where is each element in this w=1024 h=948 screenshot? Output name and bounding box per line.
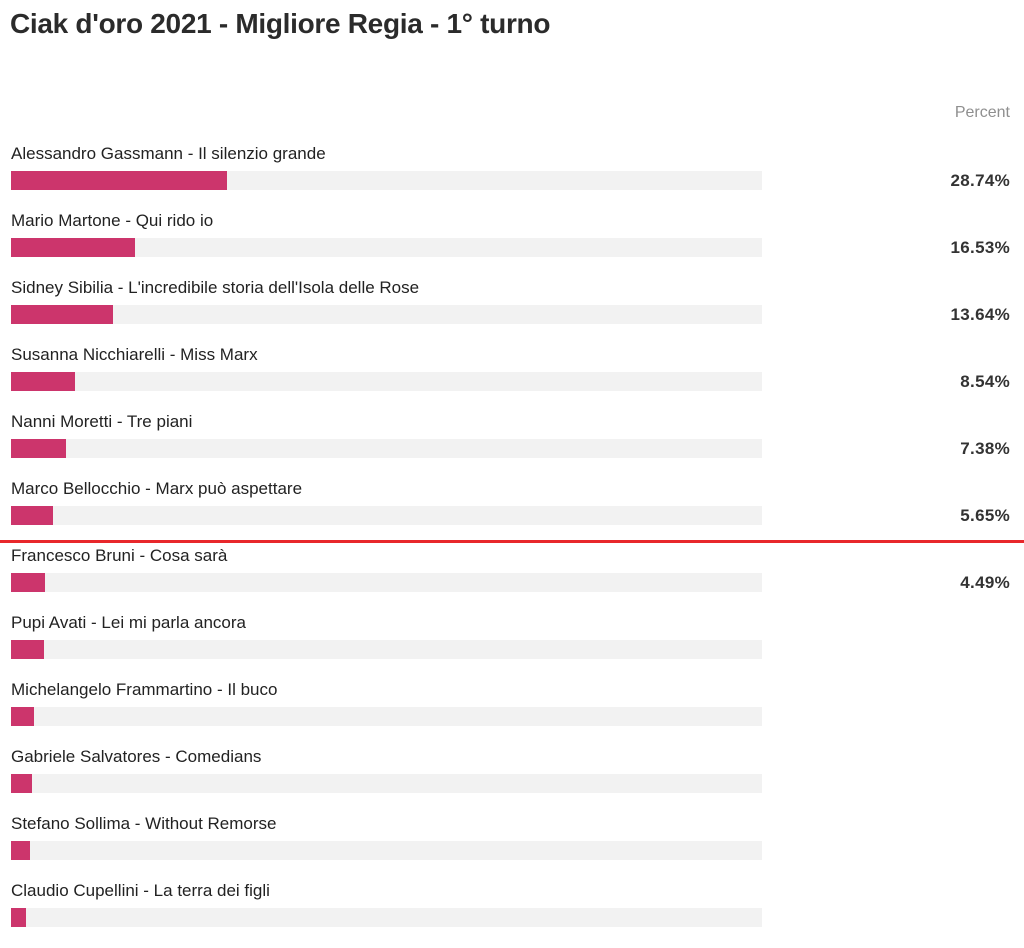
- bar: [11, 573, 45, 592]
- bar: [11, 372, 75, 391]
- cutoff-line: [0, 540, 1024, 543]
- bar-value-label: 16.53%: [950, 238, 1010, 257]
- bar-label: Sidney Sibilia - L'incredibile storia de…: [11, 278, 420, 297]
- bar-label: Marco Bellocchio - Marx può aspettare: [11, 479, 303, 498]
- bar: [11, 171, 227, 190]
- bar-row: Stefano Sollima - Without Remorse: [0, 814, 1024, 881]
- bar: [11, 305, 113, 324]
- bar-track: [11, 171, 762, 190]
- bar: [11, 238, 135, 257]
- chart-title: Ciak d'oro 2021 - Migliore Regia - 1° tu…: [10, 8, 551, 39]
- bar: [11, 774, 32, 793]
- bar-label: Nanni Moretti - Tre piani: [11, 412, 193, 431]
- bar-value-label: 5.65%: [960, 506, 1010, 525]
- bar-track: [11, 908, 762, 927]
- bar-row: Mario Martone - Qui rido io 16.53%: [0, 211, 1024, 278]
- bar-row: Gabriele Salvatores - Comedians: [0, 747, 1024, 814]
- bar-row: Susanna Nicchiarelli - Miss Marx 8.54%: [0, 345, 1024, 412]
- bar-row: Alessandro Gassmann - Il silenzio grande…: [0, 144, 1024, 211]
- bar-label: Susanna Nicchiarelli - Miss Marx: [11, 345, 258, 364]
- bar-row: Claudio Cupellini - La terra dei figli: [0, 881, 1024, 948]
- bar-row: Pupi Avati - Lei mi parla ancora: [0, 613, 1024, 680]
- bar-track: [11, 640, 762, 659]
- bar-label: Claudio Cupellini - La terra dei figli: [11, 881, 270, 900]
- bar-track: [11, 439, 762, 458]
- bar-label: Stefano Sollima - Without Remorse: [11, 814, 277, 833]
- percent-column-header: Percent: [954, 104, 1010, 121]
- bar-track: [11, 573, 762, 592]
- bar: [11, 841, 30, 860]
- bar-track: [11, 372, 762, 391]
- bar-track: [11, 506, 762, 525]
- bar-label: Gabriele Salvatores - Comedians: [11, 747, 262, 766]
- bar: [11, 908, 26, 927]
- bar-track: [11, 238, 762, 257]
- bar-row: Francesco Bruni - Cosa sarà 4.49%: [0, 546, 1024, 613]
- bar-row: Marco Bellocchio - Marx può aspettare 5.6…: [0, 479, 1024, 546]
- bar: [11, 439, 66, 458]
- bar-row: Sidney Sibilia - L'incredibile storia de…: [0, 278, 1024, 345]
- bar: [11, 707, 34, 726]
- bar-label: Mario Martone - Qui rido io: [11, 211, 214, 230]
- bar-track: [11, 841, 762, 860]
- bar-label: Francesco Bruni - Cosa sarà: [11, 546, 228, 565]
- bar: [11, 506, 53, 525]
- bar-value-label: 13.64%: [950, 305, 1010, 324]
- bar-label: Alessandro Gassmann - Il silenzio grande: [11, 144, 326, 163]
- bar: [11, 640, 44, 659]
- bar-value-label: 8.54%: [960, 372, 1010, 391]
- bar-label: Michelangelo Frammartino - Il buco: [11, 680, 278, 699]
- bar-track: [11, 305, 762, 324]
- bar-label: Pupi Avati - Lei mi parla ancora: [11, 613, 246, 632]
- bar-row: Nanni Moretti - Tre piani 7.38%: [0, 412, 1024, 479]
- bar-track: [11, 707, 762, 726]
- bar-track: [11, 774, 762, 793]
- bar-row: Michelangelo Frammartino - Il buco: [0, 680, 1024, 747]
- bar-value-label: 4.49%: [960, 573, 1010, 592]
- bar-value-label: 7.38%: [960, 439, 1010, 458]
- bar-value-label: 28.74%: [950, 171, 1010, 190]
